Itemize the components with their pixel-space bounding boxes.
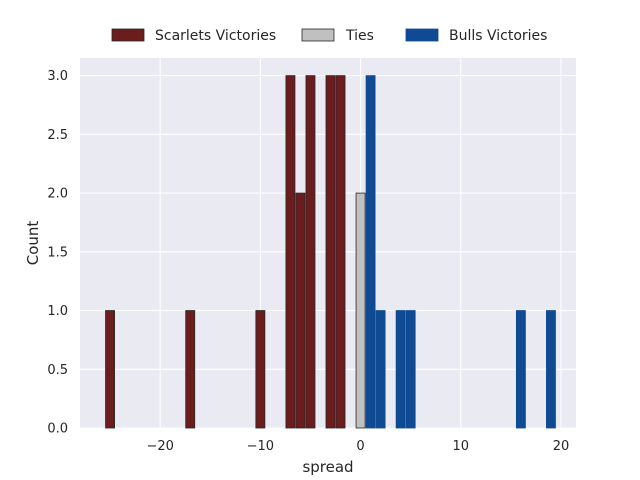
bar-series-0 — [335, 75, 346, 429]
bar-series-0 — [305, 75, 316, 429]
y-axis-label: Count — [24, 221, 42, 266]
x-axis-ticks: −20 −10 0 10 20 — [146, 439, 569, 454]
legend-label: Scarlets Victories — [155, 28, 276, 44]
bar-series-0 — [185, 310, 196, 429]
bar-series-0 — [325, 75, 336, 429]
legend-swatch — [111, 28, 145, 42]
bar-series-2 — [515, 310, 526, 429]
x-tick-label: −20 — [146, 439, 173, 454]
bar-series-0 — [105, 310, 115, 429]
bar-series-0 — [295, 192, 306, 429]
y-tick-label: 1.5 — [47, 245, 68, 260]
legend-label: Ties — [345, 28, 374, 44]
legend-swatch — [301, 28, 335, 42]
y-tick-label: 2.0 — [47, 187, 68, 202]
x-tick-label: −10 — [247, 439, 274, 454]
bars — [105, 75, 556, 429]
bar-series-2 — [365, 75, 376, 429]
y-axis-ticks: 0.0 0.5 1.0 1.5 2.0 2.5 3.0 — [47, 69, 68, 436]
y-tick-label: 0.5 — [47, 363, 68, 378]
legend: Scarlets Victories Ties Bulls Victories — [111, 28, 547, 44]
legend-label: Bulls Victories — [449, 28, 547, 44]
x-tick-label: 10 — [452, 439, 469, 454]
y-tick-label: 3.0 — [47, 69, 68, 84]
bar-series-1 — [355, 192, 366, 429]
x-axis-label: spread — [302, 458, 353, 476]
bar-series-2 — [546, 310, 556, 429]
bar-series-2 — [395, 310, 406, 429]
x-tick-label: 0 — [356, 439, 364, 454]
legend-swatch — [405, 28, 439, 42]
y-tick-label: 2.5 — [47, 128, 68, 143]
bar-series-2 — [405, 310, 416, 429]
y-tick-label: 1.0 — [47, 304, 68, 319]
bar-series-2 — [375, 310, 386, 429]
bar-series-0 — [285, 75, 296, 429]
bar-series-0 — [255, 310, 266, 429]
y-tick-label: 0.0 — [47, 422, 68, 437]
x-tick-label: 20 — [553, 439, 570, 454]
